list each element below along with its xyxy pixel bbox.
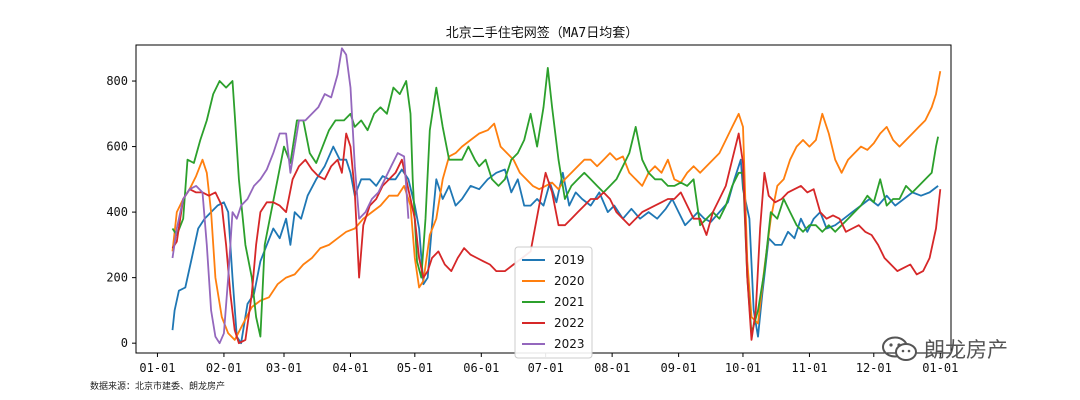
series-line-2023 [171,47,410,345]
x-tick-label: 10-01 [725,361,761,375]
x-axis: 01-01 02-01 03-01 04-01 05-01 06-01 07-01 08-01… [139,353,958,375]
x-tick-label: 01-01 [922,361,958,375]
series-line-2021 [171,67,939,338]
legend-label-2022: 2022 [554,316,585,330]
y-tick-label: 200 [106,271,128,285]
legend: 2019 2020 2021 2022 2023 [514,246,593,359]
y-tick-label: 800 [106,74,128,88]
series-line-2022 [171,132,942,345]
y-tick-label: 600 [106,140,128,154]
y-tick-label: 400 [106,205,128,219]
source-note: 数据来源：北京市建委、朗龙房产 [90,382,226,392]
legend-box [514,246,593,359]
series-line-2019 [171,145,939,345]
wechat-icon [882,336,917,361]
x-tick-label: 12-01 [856,361,892,375]
x-tick-label: 03-01 [266,361,302,375]
x-tick-label: 05-01 [397,361,433,375]
series-layer [171,47,942,345]
x-tick-label: 06-01 [463,361,499,375]
x-tick-label: 04-01 [332,361,368,375]
watermark: 朗龙房产 [880,334,1008,364]
legend-label-2021: 2021 [554,295,585,309]
x-tick-label: 11-01 [791,361,827,375]
watermark-text: 朗龙房产 [924,338,1008,362]
legend-label-2023: 2023 [554,337,585,351]
y-tick-label: 0 [121,336,128,350]
y-axis: 0 200 400 600 800 [106,74,136,350]
x-tick-label: 08-01 [594,361,630,375]
chart-title: 北京二手住宅网签（MA7日均套） [446,25,638,41]
x-tick-label: 02-01 [206,361,242,375]
x-tick-label: 09-01 [661,361,697,375]
x-tick-label: 07-01 [528,361,564,375]
legend-label-2019: 2019 [554,253,585,267]
x-tick-label: 01-01 [139,361,175,375]
series-line-2020 [171,71,942,341]
legend-label-2020: 2020 [554,274,585,288]
